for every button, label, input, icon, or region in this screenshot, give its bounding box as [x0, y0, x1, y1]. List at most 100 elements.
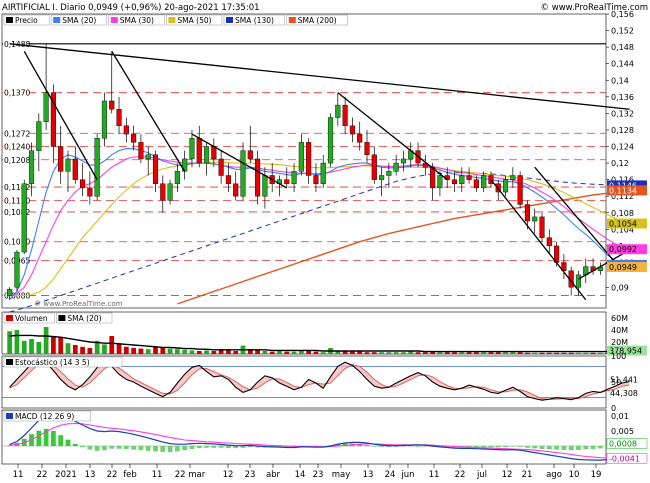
stochastic-fill [119, 368, 127, 380]
candle-body [473, 179, 479, 189]
stochastic-fill [396, 379, 404, 387]
price-y-tick-label: 0,152 [611, 27, 634, 36]
candle-body [101, 100, 108, 139]
price-legend: Precio SMA (20) SMA (30) SMA (50) SMA (130) S… [3, 14, 348, 26]
x-tick-label: abr [266, 470, 281, 480]
volume-bar [182, 349, 188, 354]
volume-bar [131, 348, 136, 354]
stochastic-fill [432, 376, 440, 387]
macd-histogram-bar [510, 446, 516, 447]
macd-y-tick-label: 0,005 [611, 427, 634, 436]
legend-swatch [6, 315, 13, 321]
sma20-line [9, 148, 630, 301]
level-label: 0,1370 [4, 89, 30, 98]
candle-body [240, 150, 246, 197]
legend-label: MACD (12 26 9) [15, 412, 74, 421]
price-y-tick-label: 0,108 [611, 209, 634, 218]
macd-histogram-bar [167, 446, 173, 452]
sma50-line [9, 161, 630, 297]
x-tick-label: 11 [13, 470, 24, 480]
price-badge [607, 262, 647, 273]
price-y-tick-label: 0,112 [611, 192, 634, 201]
sma130-line [9, 172, 630, 313]
volume-bar [481, 352, 487, 354]
price-badge-label: 0,1054 [609, 220, 637, 229]
macd-histogram-bar [583, 446, 589, 450]
volume-bar [14, 330, 20, 354]
legend-swatch [58, 315, 66, 321]
stochastic-fill [403, 375, 411, 383]
legend-box [50, 14, 108, 26]
price-y-tick-label: 0,156 [611, 10, 634, 19]
price-badge [607, 218, 647, 229]
candle-body [80, 179, 86, 189]
macd-histogram-bar [364, 445, 370, 446]
stochastic-fill [60, 371, 68, 387]
x-tick-label: 23 [313, 470, 324, 480]
stochastic-fill [286, 382, 295, 390]
candle-body [284, 179, 290, 184]
price-badge-label: 0,0949 [609, 263, 637, 272]
macd-histogram-bar [342, 443, 348, 446]
volume-bar [452, 352, 457, 354]
x-tick-label: 12 [223, 470, 234, 480]
x-axis: 11 22 2021 13 22 feb 11 22 mar 12 23 abr 14 23 may 13 2… [13, 464, 601, 480]
volume-bar [211, 351, 217, 354]
macd-histogram-bar [495, 446, 501, 448]
x-tick-label: 13 [363, 470, 374, 480]
price-y-tick-label: 0,148 [611, 43, 634, 52]
chart-title: AIRTIFICIAL I. Diario 0,0949 (+0,96%) 20… [2, 3, 260, 13]
x-tick-label: 14 [295, 470, 306, 480]
level-label: 0,1010 [4, 238, 30, 247]
macd-histogram-bar [503, 446, 508, 448]
trendline [111, 50, 186, 172]
volume-bar [525, 352, 530, 354]
stochastic-badge-label: 44,308 [610, 389, 638, 398]
x-tick-label: 22 mar [175, 470, 206, 480]
volume-badge-label: 378,954 [609, 347, 642, 356]
level-label-bg [3, 141, 29, 151]
stochastic-panel: 100 50 0 51,441 44,308 Estocástico (14 3 5) [1, 352, 638, 413]
volume-bar [430, 351, 435, 354]
macd-histogram-bar [36, 430, 42, 446]
candle-body [138, 142, 144, 160]
x-tick-label: feb [123, 470, 137, 480]
stochastic-fill [585, 391, 594, 397]
stochastic-fill [184, 367, 192, 383]
volume-bar [320, 352, 326, 354]
stochastic-fill [367, 372, 375, 387]
volume-bar [510, 352, 516, 354]
x-tick-label: jul [476, 470, 487, 480]
legend-box [108, 14, 165, 26]
candle-body [218, 158, 224, 176]
volume-bar [284, 351, 290, 354]
volume-bar [474, 352, 479, 354]
legend-swatch [168, 17, 176, 23]
macd-histogram-bar [153, 446, 158, 452]
header-bar [0, 0, 650, 14]
volume-bar [51, 336, 56, 354]
macd-histogram-bar [379, 446, 384, 447]
legend-box [286, 14, 348, 26]
stochastic-fill [192, 365, 200, 375]
macd-y-tick-label: 0,01 [611, 412, 629, 421]
macd-histogram-bar [218, 446, 224, 448]
volume-bar [503, 352, 508, 354]
macd-histogram-bar [58, 435, 64, 446]
volume-bar [597, 352, 603, 354]
legend-label: SMA (20) [67, 314, 101, 323]
candle-body [72, 158, 78, 180]
volume-bar [116, 343, 122, 354]
volume-bar [379, 352, 384, 354]
candle-body [58, 146, 64, 172]
legend-swatch [288, 17, 296, 23]
macd-histogram-bar [182, 446, 188, 451]
macd-histogram-bar [590, 446, 596, 449]
price-y-tick-label: 0,124 [611, 143, 634, 152]
macd-histogram-bar [196, 446, 202, 449]
stochastic-fill [89, 367, 98, 383]
volume-bar [298, 350, 304, 354]
macd-line [9, 412, 630, 461]
